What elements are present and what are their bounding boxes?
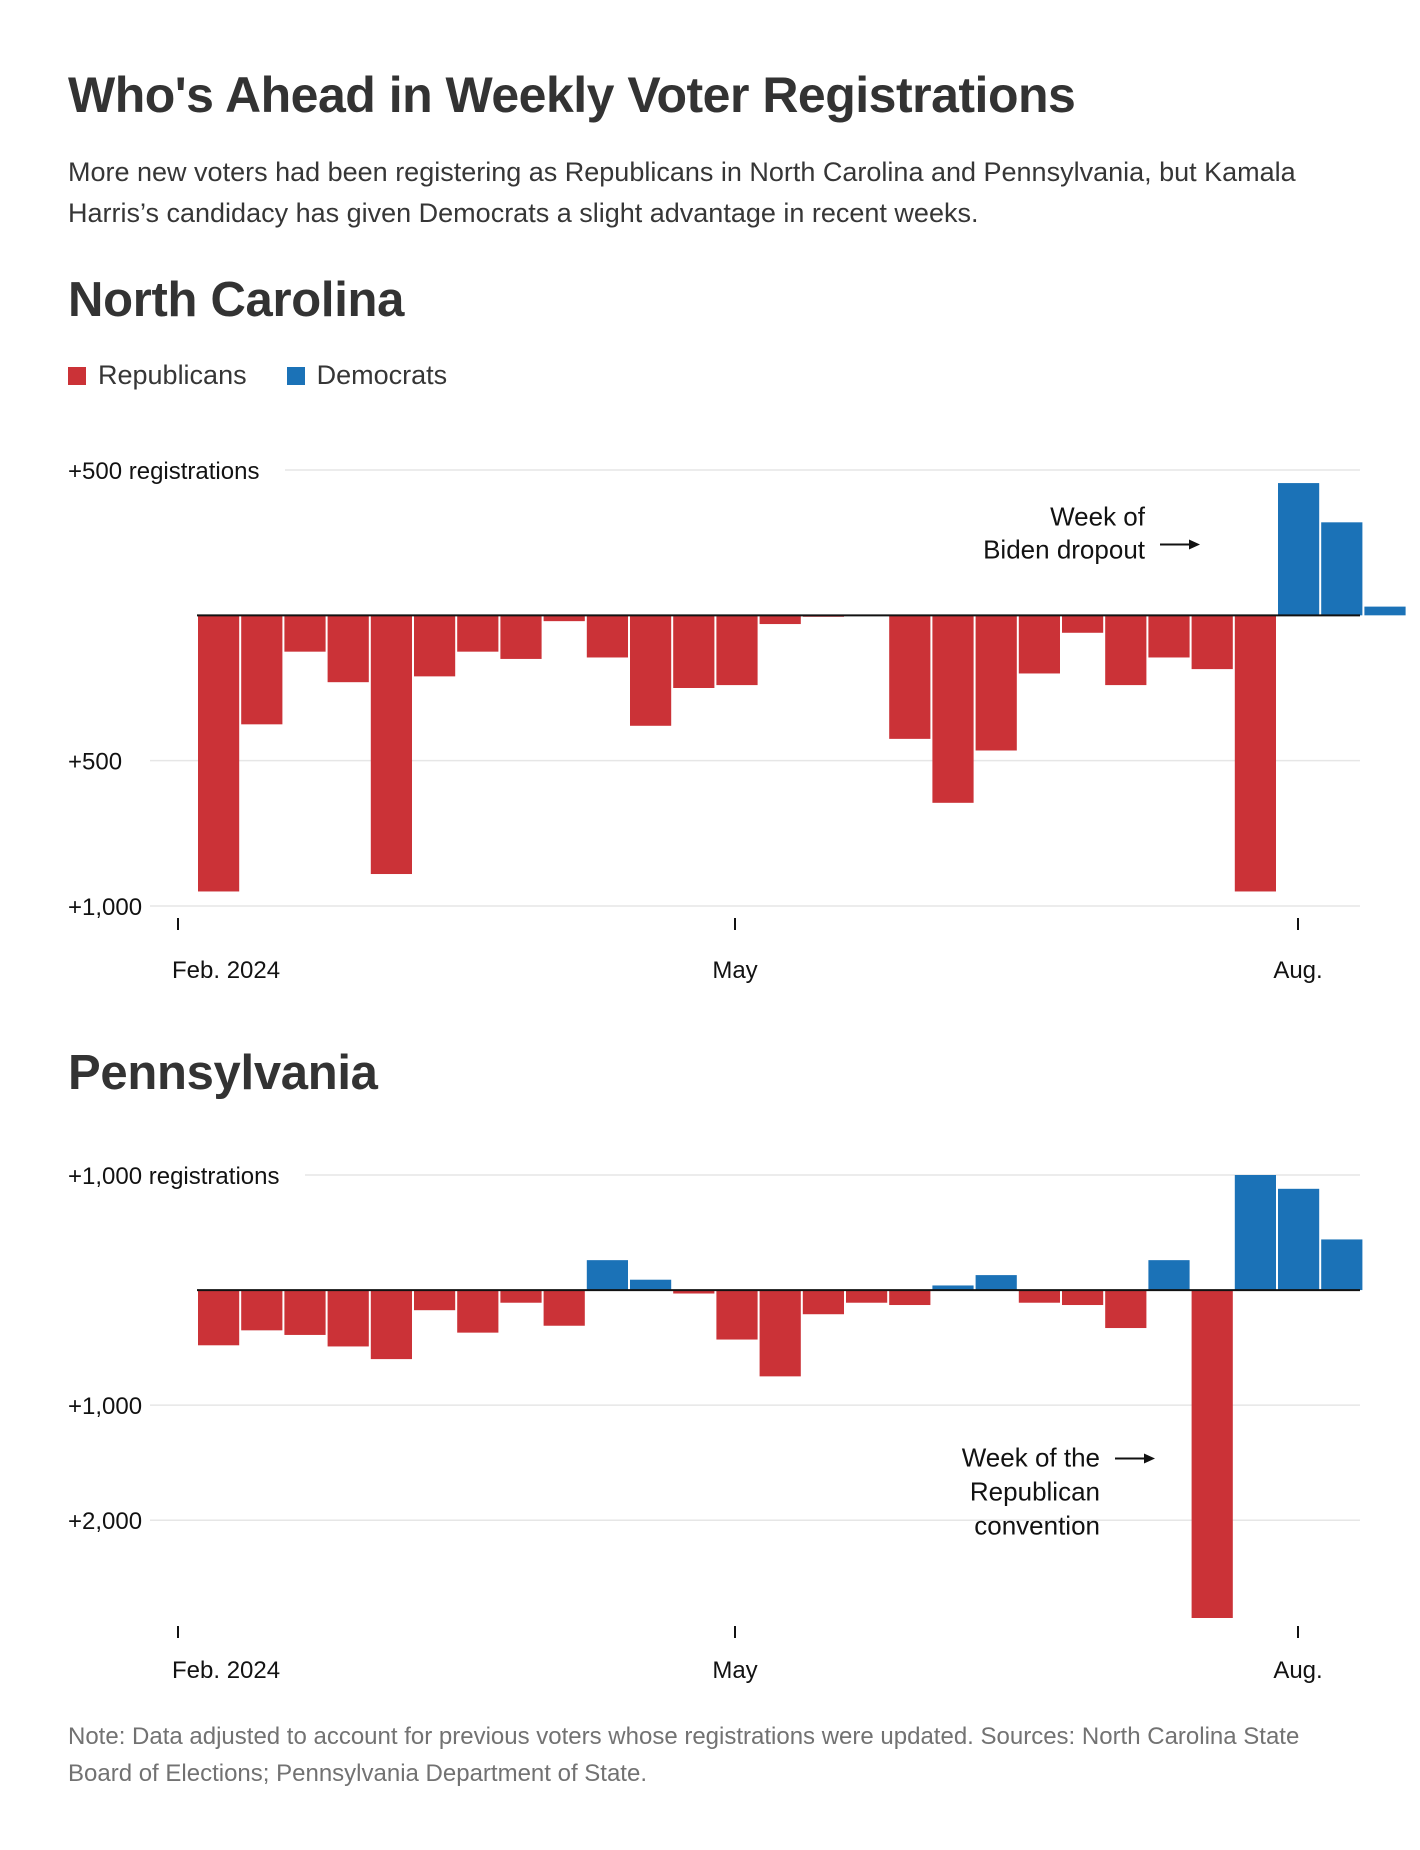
bar-republican	[1062, 1290, 1104, 1306]
bar-republican	[1018, 615, 1060, 674]
dek: More new voters had been registering as …	[68, 157, 1296, 228]
bar-republican	[543, 1290, 585, 1326]
annotation-text: Biden dropout	[983, 534, 1146, 564]
y-tick-label: +1,000 registrations	[68, 1163, 279, 1190]
annotation-text: Republican	[970, 1476, 1100, 1506]
pennsylvania-chart: +1,000 registrations +1,000 +2,000 Feb. 202…	[68, 1163, 1363, 1684]
bar-republican	[759, 1290, 801, 1377]
bar-republican	[370, 1290, 412, 1360]
y-tick-label: +1,000	[68, 1393, 142, 1420]
legend: Republicans Democrats	[68, 360, 447, 391]
bar-republican	[457, 615, 499, 652]
bar-republican	[414, 1290, 456, 1311]
bar-republican	[327, 1290, 369, 1347]
bar-republican	[716, 1290, 758, 1340]
y-tick-label: +500	[68, 749, 122, 776]
x-tick-label: Aug.	[1273, 957, 1322, 984]
bar-democrat	[1321, 1239, 1363, 1291]
bar-democrat	[932, 1285, 974, 1291]
annotation-text: Week of	[1050, 501, 1146, 531]
bar-republican	[889, 1290, 931, 1306]
x-tick-label: May	[712, 1657, 757, 1684]
x-tick-label: Aug.	[1273, 1657, 1322, 1684]
source-note: Note: Data adjusted to account for previ…	[68, 1723, 1300, 1787]
bar-republican	[327, 615, 369, 683]
bar-republican	[846, 1290, 888, 1303]
y-tick-label: +500 registrations	[68, 458, 259, 485]
bar-democrat	[1148, 1260, 1190, 1291]
bar-republican	[1148, 615, 1190, 658]
chart-title-north-carolina: North Carolina	[68, 273, 405, 327]
bar-democrat	[1234, 1175, 1276, 1291]
bar-democrat	[1278, 483, 1320, 616]
bar-republican	[543, 615, 585, 622]
bar-republican	[673, 1290, 715, 1294]
bar-republican	[802, 1290, 844, 1315]
bar-republican	[1191, 1290, 1233, 1618]
annotation-text: Week of the	[962, 1442, 1100, 1472]
x-tick-label: Feb. 2024	[172, 1657, 280, 1684]
legend-swatch-republicans	[68, 366, 86, 385]
y-tick-label: +1,000	[68, 894, 142, 921]
x-tick-label: May	[712, 957, 757, 984]
y-tick-label: +2,000	[68, 1508, 142, 1535]
annotation-arrow-head	[1144, 1453, 1155, 1464]
bar-democrat	[630, 1279, 672, 1291]
legend-item-republicans: Republicans	[68, 360, 247, 391]
bar-republican	[198, 1290, 240, 1346]
bar-democrat	[1364, 606, 1406, 616]
bar-democrat	[586, 1260, 628, 1291]
bar-republican	[932, 615, 974, 803]
bar-republican	[889, 615, 931, 739]
bar-republican	[1191, 615, 1233, 670]
legend-swatch-democrats	[286, 366, 305, 385]
bar-republican	[716, 615, 758, 686]
bar-republican	[759, 615, 801, 625]
bar-republican	[1234, 615, 1276, 892]
legend-label-republicans: Republicans	[98, 360, 247, 390]
north-carolina-chart: +500 registrations +500 +1,000 Feb. 2024 May…	[68, 458, 1406, 984]
bar-republican	[457, 1290, 499, 1333]
bar-republican	[673, 615, 715, 688]
bar-republican	[500, 1290, 542, 1303]
chart-title-pennsylvania: Pennsylvania	[68, 1046, 378, 1100]
bar-republican	[370, 615, 412, 875]
bar-republican	[586, 615, 628, 658]
bar-republican	[284, 615, 326, 652]
bar-republican	[241, 1290, 283, 1331]
x-tick-label: Feb. 2024	[172, 957, 280, 984]
bar-republican	[198, 615, 240, 892]
annotation-arrow-head	[1189, 539, 1200, 550]
bar-democrat	[1321, 522, 1363, 616]
bar-republican	[500, 615, 542, 659]
legend-item-democrats: Democrats	[286, 360, 448, 391]
bar-democrat	[1278, 1188, 1320, 1291]
legend-label-democrats: Democrats	[316, 360, 448, 390]
headline: Who's Ahead in Weekly Voter Registration…	[68, 67, 1076, 123]
bar-republican	[630, 615, 672, 726]
bar-republican	[1105, 615, 1147, 686]
bar-republican	[414, 615, 456, 677]
bar-republican	[1105, 1290, 1147, 1329]
bar-republican	[1018, 1290, 1060, 1303]
bar-republican	[241, 615, 283, 725]
bar-republican	[284, 1290, 326, 1335]
bar-democrat	[975, 1275, 1017, 1291]
bar-republican	[975, 615, 1017, 751]
bar-republican	[1062, 615, 1104, 633]
annotation-text: convention	[974, 1510, 1100, 1540]
